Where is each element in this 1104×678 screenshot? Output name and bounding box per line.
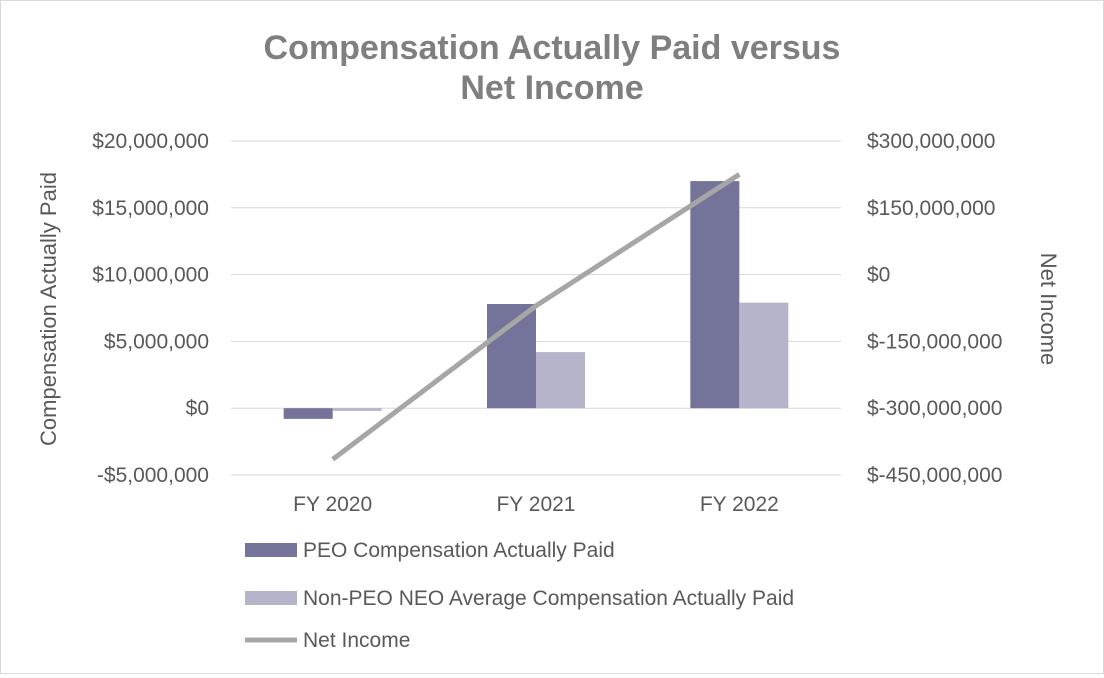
- right-axis-label: Net Income: [1036, 253, 1061, 366]
- net-income-line: [331, 172, 741, 462]
- x-axis-tick-label: FY 2020: [293, 493, 372, 516]
- right-axis-tick-label: $-450,000,000: [867, 464, 1002, 487]
- x-axis-tick-label: FY 2021: [496, 493, 575, 516]
- series-line: [331, 172, 741, 462]
- chart-title-line-2: Net Income: [460, 69, 643, 107]
- bar: [283, 408, 333, 419]
- chart-title: Compensation Actually Paid versus Net In…: [264, 29, 841, 107]
- bar: [536, 352, 585, 409]
- legend-label: Non-PEO NEO Average Compensation Actuall…: [303, 587, 794, 610]
- legend-label: PEO Compensation Actually Paid: [303, 539, 615, 562]
- left-axis-label: Compensation Actually Paid: [36, 172, 61, 446]
- bar: [739, 302, 789, 409]
- right-axis-tick-label: $0: [867, 264, 890, 287]
- left-axis-tick-label: $10,000,000: [92, 264, 209, 287]
- left-axis-tick-label: $15,000,000: [92, 197, 209, 220]
- x-axis-tick-label: FY 2022: [700, 493, 779, 516]
- left-axis-tick-label: $5,000,000: [104, 330, 209, 353]
- left-axis-tick-label: -$5,000,000: [97, 464, 209, 487]
- right-axis-tick-labels: $300,000,000 $150,000,000 $0 $-150,000,000 $…: [867, 130, 1002, 487]
- legend-label: Net Income: [303, 629, 410, 652]
- chart-title-line-1: Compensation Actually Paid versus: [264, 29, 841, 67]
- right-axis-tick-label: $150,000,000: [867, 197, 995, 220]
- left-axis-tick-labels: $20,000,000 $15,000,000 $10,000,000 $5,000,…: [92, 130, 209, 487]
- right-axis-tick-label: $-150,000,000: [867, 330, 1002, 353]
- right-axis-tick-label: $-300,000,000: [867, 397, 1002, 420]
- bar: [332, 408, 382, 411]
- left-axis-tick-label: $0: [186, 397, 209, 420]
- bar: [487, 303, 536, 409]
- right-axis-tick-label: $300,000,000: [867, 130, 995, 153]
- legend-swatch: [245, 591, 297, 605]
- legend: PEO Compensation Actually Paid Non-PEO NE…: [245, 539, 794, 652]
- legend-swatch: [245, 543, 297, 557]
- bars: [283, 181, 789, 419]
- x-axis-tick-labels: FY 2020 FY 2021 FY 2022: [293, 493, 779, 516]
- bar: [690, 181, 740, 409]
- left-axis-tick-label: $20,000,000: [92, 130, 209, 153]
